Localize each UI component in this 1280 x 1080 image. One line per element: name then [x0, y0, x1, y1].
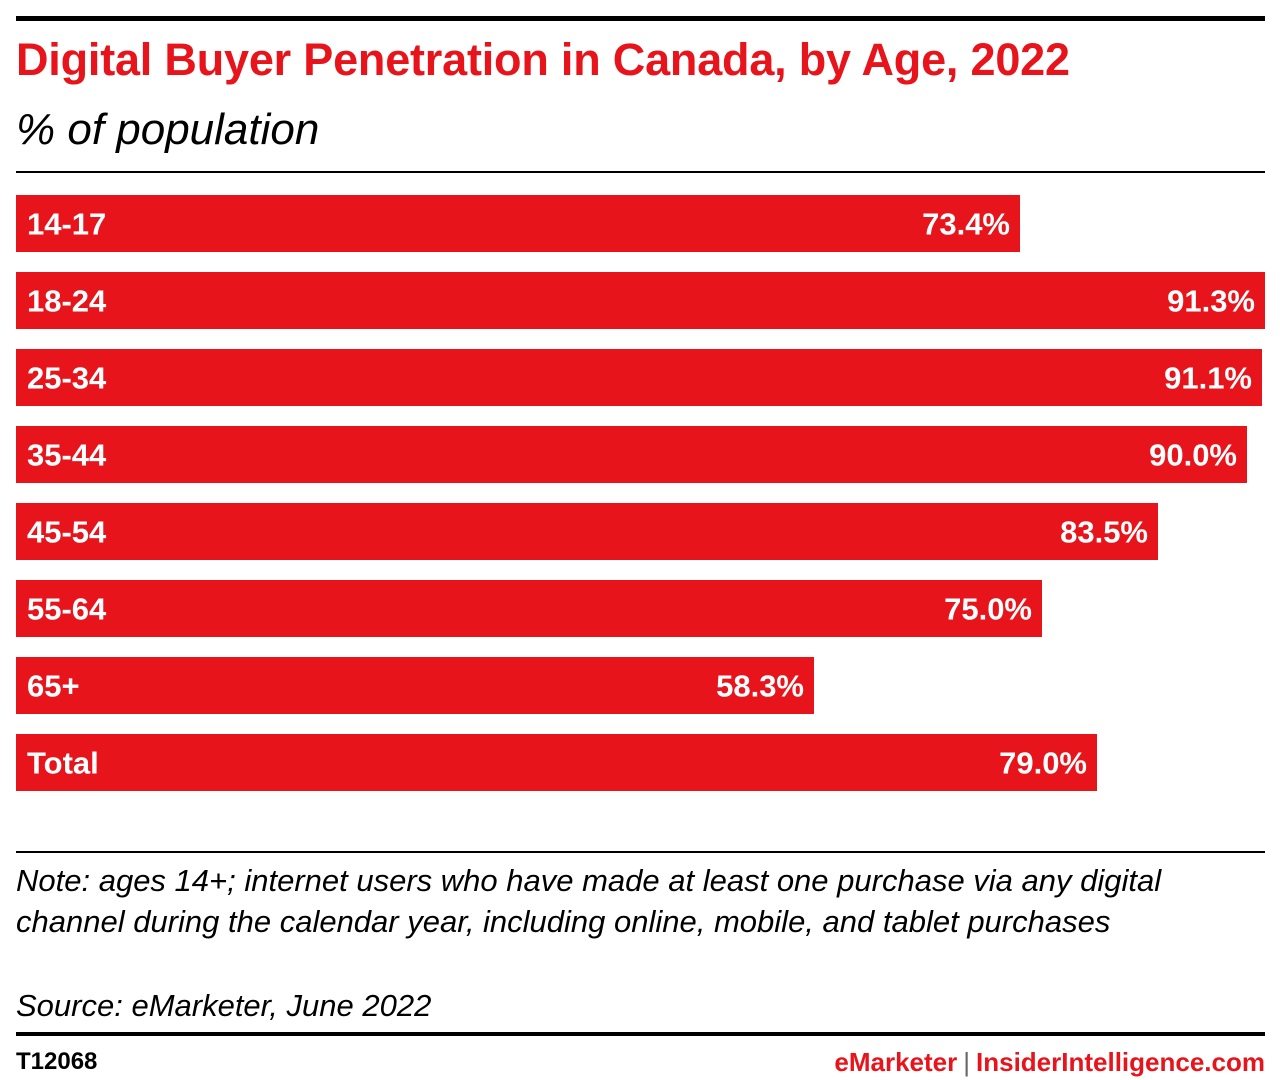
value-label: 83.5%	[1060, 515, 1148, 550]
category-label: 14-17	[27, 207, 106, 242]
category-label: 25-34	[27, 361, 107, 396]
bar-65	[16, 657, 814, 714]
value-label: 73.4%	[922, 207, 1010, 242]
bar-group-18-24: 18-24 91.3%	[16, 272, 1265, 329]
header-rule	[16, 171, 1265, 173]
brand-separator: |	[963, 1047, 971, 1077]
bar-25-34	[16, 349, 1262, 406]
value-label: 58.3%	[716, 669, 804, 704]
chart-source: Source: eMarketer, June 2022	[16, 988, 432, 1023]
category-label: 65+	[27, 669, 80, 704]
value-label: 91.3%	[1167, 284, 1255, 319]
value-label: 90.0%	[1149, 438, 1237, 473]
value-label: 75.0%	[944, 592, 1032, 627]
bar-group-55-64: 55-64 75.0%	[16, 580, 1042, 637]
bar-group-65: 65+ 58.3%	[16, 657, 814, 714]
chart-id: T12068	[16, 1048, 98, 1075]
category-label: 45-54	[27, 515, 107, 550]
brand-emarketer: eMarketer	[834, 1047, 958, 1077]
value-label: 79.0%	[999, 746, 1087, 781]
bar-45-54	[16, 503, 1158, 560]
bar-group-45-54: 45-54 83.5%	[16, 503, 1158, 560]
bar-total	[16, 734, 1097, 791]
footer-brand: eMarketer | InsiderIntelligence.com	[834, 1046, 1265, 1078]
footer-rule	[16, 1032, 1265, 1036]
category-label: Total	[27, 746, 99, 781]
bar-group-25-34: 25-34 91.1%	[16, 349, 1262, 406]
bar-group-14-17: 14-17 73.4%	[16, 195, 1020, 252]
bar-35-44	[16, 426, 1247, 483]
bar-18-24	[16, 272, 1265, 329]
bar-chart: 14-17 73.4% 18-24 91.3% 25-34 91.1% 35-44 90.0%…	[16, 195, 1265, 815]
bar-14-17	[16, 195, 1020, 252]
category-label: 18-24	[27, 284, 107, 319]
bar-group-35-44: 35-44 90.0%	[16, 426, 1247, 483]
chart-subtitle: % of population	[16, 105, 320, 154]
category-label: 35-44	[27, 438, 107, 473]
value-label: 91.1%	[1164, 361, 1252, 396]
category-label: 55-64	[27, 592, 107, 627]
bar-group-total: Total 79.0%	[16, 734, 1097, 791]
chart-note: Note: ages 14+; internet users who have …	[16, 863, 1162, 939]
top-rule	[16, 16, 1265, 21]
chart-title: Digital Buyer Penetration in Canada, by …	[16, 34, 1070, 85]
note-rule	[16, 851, 1265, 853]
brand-insider-intelligence: InsiderIntelligence.com	[976, 1047, 1265, 1077]
bar-chart-svg: 14-17 73.4% 18-24 91.3% 25-34 91.1% 35-44 90.0%…	[16, 195, 1265, 791]
bar-55-64	[16, 580, 1042, 637]
